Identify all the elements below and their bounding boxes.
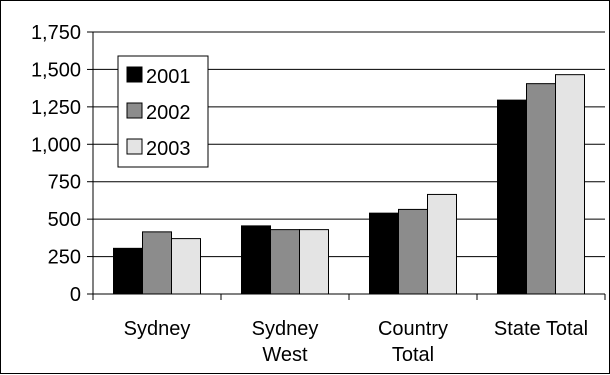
category-label: Total [392, 344, 434, 366]
y-tick-label: 1,500 [31, 59, 81, 81]
bar-2002-0 [142, 231, 172, 295]
bar-2002-3 [526, 83, 556, 295]
bar-2002-1 [270, 229, 300, 295]
y-tick-label: 750 [48, 172, 81, 194]
bar-2003-3 [555, 74, 585, 295]
bar-2001-1 [241, 225, 271, 295]
bar-2001-0 [113, 247, 143, 295]
legend-swatch [126, 138, 143, 155]
bar-2003-2 [427, 193, 457, 295]
legend-label: 2001 [146, 66, 191, 88]
y-tick-label: 250 [48, 247, 81, 269]
category-label: State Total [494, 318, 588, 340]
category-label: West [262, 344, 308, 366]
legend-label: 2003 [146, 138, 191, 160]
category-label: Sydney [124, 318, 191, 340]
category-label: Sydney [252, 318, 319, 340]
y-tick-label: 1,000 [31, 134, 81, 156]
legend-swatch [126, 102, 143, 119]
bar-2002-2 [398, 208, 428, 295]
y-tick-label: 1,250 [31, 97, 81, 119]
bar-2001-2 [369, 212, 399, 295]
legend-swatch [126, 66, 143, 83]
y-tick-label: 1,750 [31, 22, 81, 44]
legend-label: 2002 [146, 102, 191, 124]
y-tick-label: 0 [70, 284, 81, 306]
bar-2003-1 [299, 229, 329, 295]
y-tick-label: 500 [48, 209, 81, 231]
bar-2003-0 [171, 238, 201, 295]
bar-2001-3 [497, 99, 527, 295]
category-label: Country [378, 318, 448, 340]
